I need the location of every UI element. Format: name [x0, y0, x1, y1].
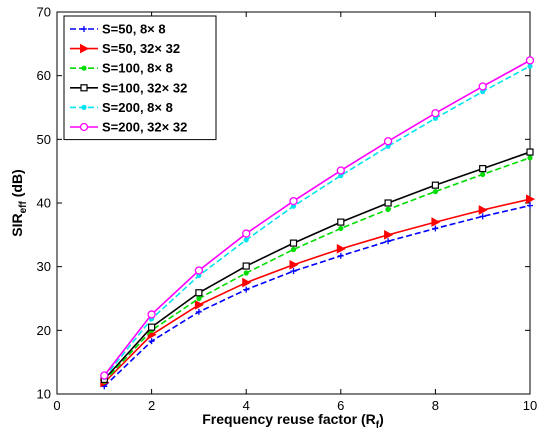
- y-tick-label: 60: [37, 68, 51, 83]
- y-axis-label: SIReff (dB): [9, 169, 29, 236]
- x-tick-label: 2: [148, 398, 155, 413]
- data-point: [431, 181, 439, 189]
- data-point: [243, 270, 249, 276]
- data-point: [195, 289, 203, 297]
- data-point: [432, 188, 438, 195]
- legend-marker: [80, 84, 88, 92]
- legend-label: S=50, 8× 8: [102, 22, 166, 37]
- data-point: [195, 308, 202, 315]
- data-point: [478, 205, 488, 215]
- y-tick-label: 50: [37, 132, 51, 147]
- axis-ticks: 0 2 4 6 8 10 10 20 30 40 50 60 70: [37, 5, 538, 414]
- series-layer: [100, 56, 536, 390]
- data-point: [385, 206, 391, 212]
- data-point: [527, 202, 533, 209]
- data-point: [337, 218, 345, 226]
- data-point: [289, 259, 299, 270]
- legend-label: S=200, 32× 32: [102, 120, 187, 135]
- series-line: [103, 65, 531, 378]
- legend-marker: [81, 65, 87, 71]
- legend: S=50, 8× 8 S=50, 32× 32 S=100, 8× 8 S=100, …: [63, 15, 217, 141]
- series-line: [103, 204, 531, 387]
- data-point: [431, 109, 440, 118]
- x-tick-label: 4: [243, 398, 250, 413]
- data-point: [480, 171, 486, 177]
- legend-marker: [81, 104, 87, 110]
- data-point: [338, 225, 344, 232]
- x-axis-label-subscript: f: [376, 420, 380, 431]
- series-6: [100, 56, 535, 380]
- x-tick-label: 10: [523, 398, 537, 413]
- data-point: [196, 295, 202, 302]
- y-tick-label: 40: [37, 196, 51, 211]
- data-point: [290, 268, 297, 275]
- data-point: [432, 225, 439, 232]
- series-line: [103, 59, 531, 377]
- data-point: [147, 310, 156, 319]
- series-line: [103, 198, 531, 384]
- data-point: [242, 229, 251, 238]
- x-tick-label: 0: [53, 398, 60, 413]
- legend-label: S=100, 8× 8: [102, 61, 173, 76]
- data-point: [243, 286, 250, 293]
- series-4: [100, 148, 534, 383]
- legend-item: S=50, 8× 8: [70, 22, 166, 37]
- data-point: [478, 82, 487, 91]
- legend-marker: [80, 43, 90, 54]
- data-point: [525, 56, 535, 65]
- data-point: [479, 165, 487, 173]
- series-1: [101, 202, 533, 390]
- legend-marker: [81, 26, 87, 32]
- data-point: [337, 252, 344, 259]
- data-point: [384, 199, 392, 207]
- legend-marker: [79, 122, 89, 132]
- y-tick-label: 20: [37, 323, 51, 338]
- data-point: [384, 229, 394, 240]
- data-point: [336, 166, 345, 175]
- data-point: [289, 196, 298, 206]
- legend-item: S=100, 8× 8: [70, 61, 173, 76]
- data-point: [527, 155, 533, 161]
- legend-item: S=50, 32× 32: [70, 41, 180, 56]
- data-point: [243, 237, 249, 243]
- legend-label: S=100, 32× 32: [102, 80, 187, 95]
- data-point: [290, 246, 297, 253]
- data-point: [336, 244, 346, 254]
- data-point: [526, 148, 534, 156]
- data-point: [431, 217, 441, 227]
- x-tick-label: 6: [337, 398, 344, 413]
- y-axis-label-subscript: eff: [18, 200, 29, 213]
- y-tick-label: 70: [37, 5, 51, 20]
- legend-label: S=50, 32× 32: [102, 41, 180, 56]
- data-point: [100, 371, 109, 380]
- data-point: [242, 277, 252, 288]
- legend-item: S=200, 8× 8: [70, 100, 173, 115]
- data-point: [479, 213, 486, 220]
- data-point: [383, 137, 393, 146]
- legend-box: [63, 15, 217, 141]
- y-tick-label: 30: [37, 259, 51, 274]
- data-point: [148, 338, 155, 345]
- y-tick-label: 10: [37, 387, 51, 402]
- legend-item: S=200, 32× 32: [70, 120, 187, 135]
- legend-item: S=100, 32× 32: [70, 80, 187, 95]
- legend-label: S=200, 8× 8: [102, 100, 173, 115]
- series-line: [103, 151, 531, 380]
- data-point: [527, 63, 533, 69]
- data-point: [194, 300, 204, 310]
- data-point: [242, 262, 250, 270]
- series-2: [100, 194, 536, 388]
- data-point: [289, 239, 298, 247]
- x-tick-label: 8: [432, 398, 439, 413]
- data-point: [526, 194, 536, 205]
- x-axis-label: Frequency reuse factor (Rf): [202, 411, 384, 431]
- data-point: [194, 266, 204, 275]
- data-point: [385, 238, 392, 245]
- data-point: [148, 323, 156, 331]
